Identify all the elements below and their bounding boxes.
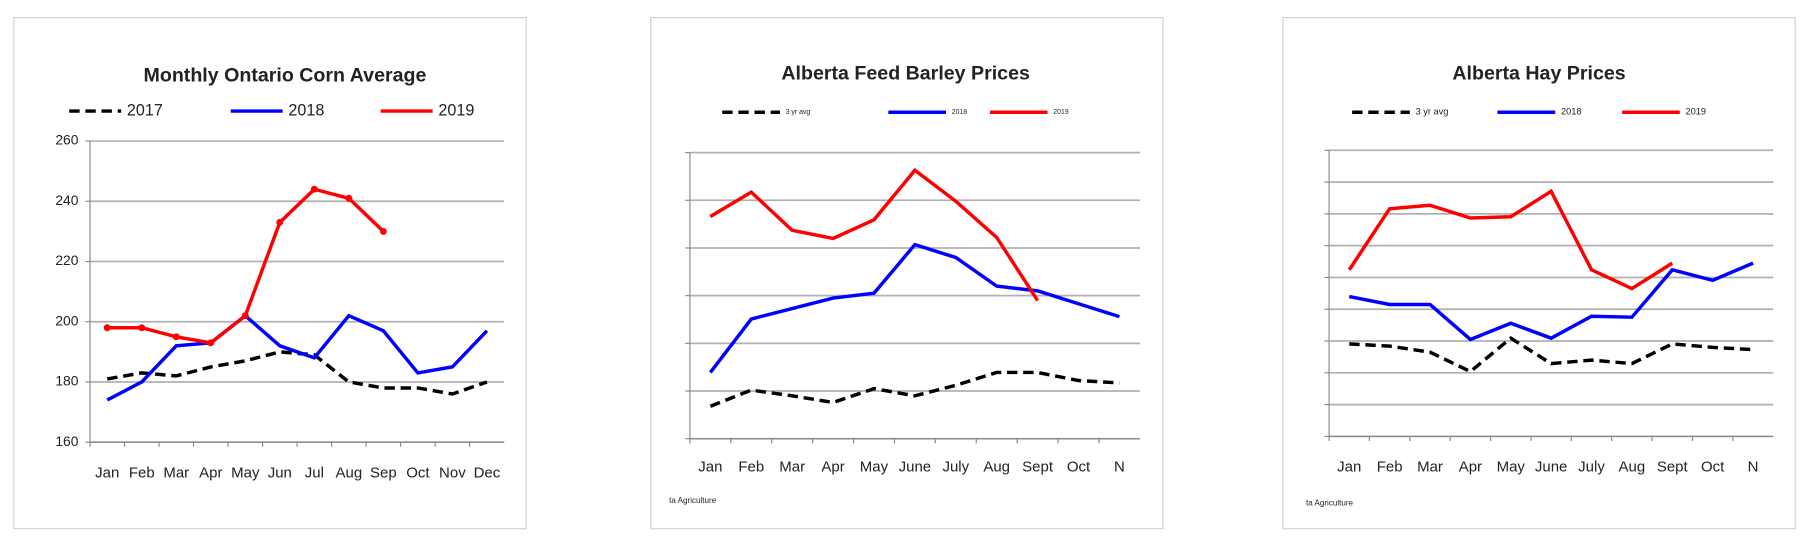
footnote: ta Agriculture bbox=[669, 496, 717, 505]
series-line bbox=[106, 313, 489, 402]
x-tick-label: Apr bbox=[1459, 459, 1482, 476]
panel-frame bbox=[1282, 17, 1796, 530]
legend-label: 2018 bbox=[288, 101, 324, 119]
x-tick-label: Mar bbox=[163, 464, 189, 481]
series-line bbox=[708, 242, 1120, 374]
x-tick-label: Jan bbox=[698, 459, 722, 476]
point-marker bbox=[103, 324, 111, 332]
legend-label: 2018 bbox=[952, 109, 968, 116]
x-tick-label: Mar bbox=[779, 459, 805, 476]
x-tick-label: Jun bbox=[268, 464, 292, 481]
point-marker bbox=[138, 324, 146, 332]
legend-label: 2019 bbox=[1686, 107, 1707, 117]
chart-title: Alberta Hay Prices bbox=[1452, 62, 1625, 84]
series-line bbox=[1349, 336, 1754, 374]
point-marker bbox=[310, 185, 318, 193]
legend-label: 2017 bbox=[127, 101, 163, 119]
x-tick-label: Aug bbox=[983, 459, 1010, 476]
x-tick-label: Aug bbox=[336, 464, 363, 481]
x-tick-label: Jan bbox=[1337, 459, 1361, 476]
y-tick-label: 260 bbox=[55, 132, 78, 148]
point-marker bbox=[276, 218, 284, 226]
chart-title: Alberta Feed Barley Prices bbox=[781, 62, 1030, 84]
x-tick-label: Jan bbox=[95, 464, 119, 481]
series-line bbox=[1348, 261, 1754, 342]
x-tick-label: Dec bbox=[474, 464, 501, 481]
x-tick-label: June bbox=[1535, 459, 1568, 476]
chart-title: Monthly Ontario Corn Average bbox=[144, 65, 427, 87]
point-marker bbox=[241, 312, 249, 320]
x-tick-label: Nov bbox=[439, 464, 466, 481]
series-line bbox=[709, 167, 1040, 302]
x-tick-label: Oct bbox=[1067, 459, 1091, 476]
x-tick-label: Apr bbox=[821, 459, 844, 476]
x-tick-label: Jul bbox=[305, 464, 324, 481]
x-tick-label: May bbox=[1497, 459, 1526, 476]
point-marker bbox=[207, 339, 215, 347]
y-tick-label: 220 bbox=[55, 252, 78, 268]
x-tick-label: Feb bbox=[1377, 459, 1403, 476]
legend-label: 3 yr avg bbox=[1416, 107, 1449, 117]
legend-label: 2019 bbox=[1053, 109, 1069, 116]
point-marker bbox=[172, 333, 180, 341]
x-tick-label: Mar bbox=[1417, 459, 1443, 476]
panel-frame bbox=[650, 17, 1164, 530]
x-tick-label: Feb bbox=[129, 464, 155, 481]
point-marker bbox=[379, 227, 387, 235]
x-tick-label: July bbox=[1578, 459, 1605, 476]
x-tick-label: Oct bbox=[1701, 459, 1725, 476]
x-tick-label: June bbox=[899, 459, 932, 476]
x-tick-label: July bbox=[942, 459, 969, 476]
x-tick-label: Apr bbox=[199, 464, 222, 481]
y-tick-label: 240 bbox=[55, 192, 78, 208]
x-tick-label: Sept bbox=[1022, 459, 1054, 476]
x-tick-label: Feb bbox=[738, 459, 764, 476]
series-line bbox=[106, 350, 488, 396]
y-tick-label: 200 bbox=[55, 312, 78, 328]
legend-label: 2018 bbox=[1561, 107, 1582, 117]
footnote: ta Agriculture bbox=[1306, 498, 1354, 507]
series-line bbox=[1347, 188, 1674, 291]
x-tick-label: Sep bbox=[370, 464, 397, 481]
x-tick-label: May bbox=[860, 459, 889, 476]
x-tick-label: May bbox=[231, 464, 260, 481]
x-tick-label: Sept bbox=[1657, 459, 1689, 476]
series-line bbox=[709, 370, 1120, 408]
x-tick-label: Aug bbox=[1619, 459, 1646, 476]
legend-label: 3 yr avg bbox=[786, 109, 811, 116]
legend-label: 2019 bbox=[438, 101, 474, 119]
panel-frame bbox=[13, 17, 527, 530]
point-marker bbox=[345, 194, 353, 202]
x-tick-label: Oct bbox=[406, 464, 430, 481]
y-tick-label: 180 bbox=[55, 373, 78, 389]
x-tick-label: N bbox=[1748, 459, 1759, 476]
x-tick-label: N bbox=[1114, 459, 1125, 476]
y-tick-label: 160 bbox=[55, 433, 78, 449]
